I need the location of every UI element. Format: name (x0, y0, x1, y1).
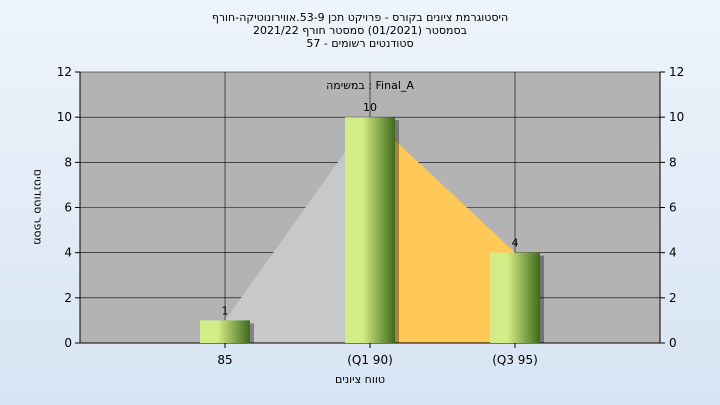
y-tick-label-left-4: 8 (64, 155, 72, 169)
area-overlay (225, 117, 515, 344)
labels: 1 10 4 במשימה : Final_A (222, 79, 519, 317)
chart-title-line-2: בסמסטר (01/2021) סמסטר חורף 2021/22 (253, 24, 467, 37)
y-tick-label-left-2: 4 (64, 246, 72, 260)
y-axis-label: מספר סטודנטים (31, 169, 45, 245)
area-before-peak (225, 117, 370, 344)
x-tick-label-0: 85 (217, 353, 232, 367)
y-tick-label-right-4: 8 (669, 155, 677, 169)
bar-data-label-1: 10 (363, 101, 377, 114)
y-tick-label-right-5: 10 (669, 110, 684, 124)
x-tick-label-2: (Q3 95) (492, 353, 538, 367)
bar-1 (345, 117, 395, 344)
bar-data-label-2: 4 (512, 237, 519, 250)
inner-assignment-label: במשימה : Final_A (326, 79, 414, 92)
y-tick-label-left-6: 12 (57, 65, 72, 79)
y-tick-label-left-1: 2 (64, 291, 72, 305)
y-tick-label-right-2: 4 (669, 246, 677, 260)
y-tick-label-right-6: 12 (669, 65, 684, 79)
y-tick-label-left-5: 10 (57, 110, 72, 124)
bars (200, 117, 544, 344)
bar-data-label-0: 1 (222, 304, 229, 317)
y-tick-label-right-3: 6 (669, 201, 677, 215)
x-tick-label-1: (Q1 90) (347, 353, 393, 367)
y-tick-label-left-0: 0 (64, 336, 72, 350)
bar-0 (200, 320, 250, 343)
chart-title-line-3: סטודנטים רשומים - 57 (306, 37, 414, 50)
y-tick-label-right-1: 2 (669, 291, 677, 305)
chart-title-line-1: היסטוגרמת ציונים בקורס - פרויקט תכן 53-9… (211, 11, 509, 24)
x-axis-label: טווח ציונים (335, 373, 385, 386)
axes: 0 0 2 2 4 4 6 6 8 8 10 10 12 12 85 (Q1 90) (Q3 95) (57, 65, 685, 367)
y-tick-label-right-0: 0 (669, 336, 677, 350)
area-after-peak (370, 117, 515, 344)
y-tick-label-left-3: 6 (64, 201, 72, 215)
bar-2 (490, 252, 540, 343)
